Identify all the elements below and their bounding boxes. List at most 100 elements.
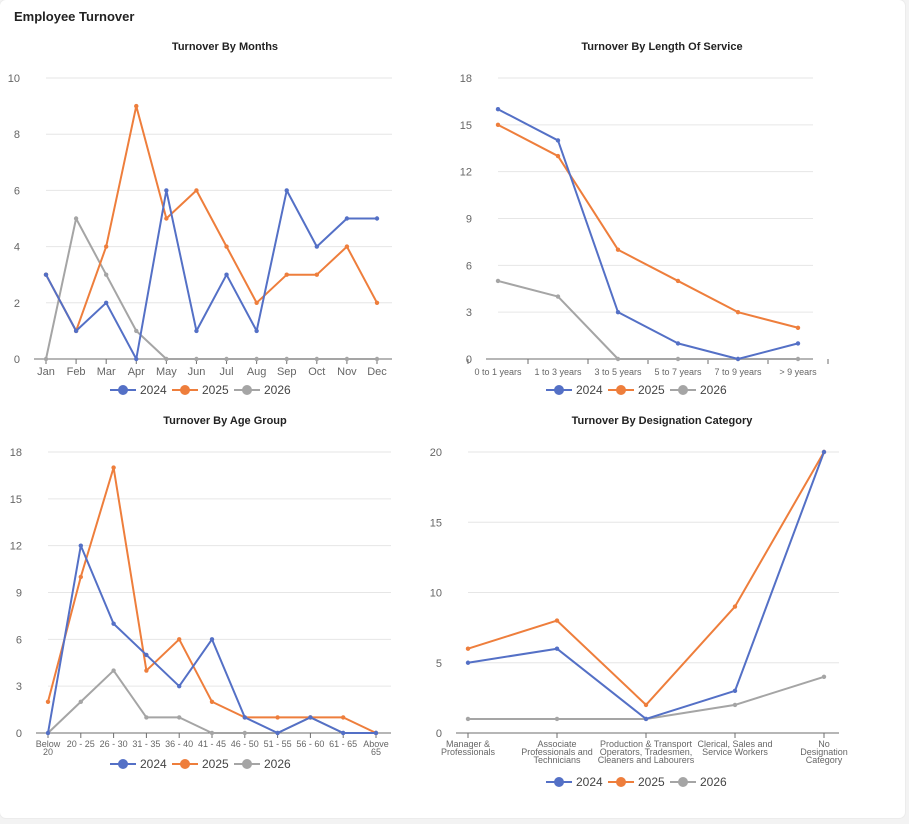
data-point-2026[interactable]: [209, 730, 215, 736]
data-point-2026[interactable]: [554, 716, 560, 722]
data-point-2025[interactable]: [554, 618, 560, 623]
data-point-2024[interactable]: [177, 683, 182, 689]
data-point-2026[interactable]: [284, 356, 289, 362]
data-point-2026[interactable]: [224, 356, 229, 362]
data-point-2025[interactable]: [78, 574, 84, 580]
data-point-2024[interactable]: [242, 715, 247, 720]
data-point-2024[interactable]: [675, 341, 681, 346]
data-point-2026[interactable]: [111, 668, 116, 673]
data-point-2025[interactable]: [465, 646, 471, 651]
data-point-2025[interactable]: [314, 272, 320, 277]
data-point-2026[interactable]: [43, 356, 49, 362]
data-point-2024[interactable]: [735, 356, 741, 362]
data-point-2025[interactable]: [341, 715, 346, 720]
data-point-2024[interactable]: [615, 309, 621, 315]
data-point-2025[interactable]: [555, 153, 561, 159]
data-point-2024[interactable]: [45, 730, 51, 736]
data-point-2026[interactable]: [103, 272, 109, 277]
data-point-2024[interactable]: [275, 730, 280, 736]
data-point-2025[interactable]: [615, 247, 621, 252]
data-point-2026[interactable]: [242, 730, 247, 736]
legend-item-2024[interactable]: 2024: [546, 383, 603, 397]
data-point-2026[interactable]: [134, 328, 139, 334]
data-point-2025[interactable]: [224, 244, 229, 249]
data-point-2025[interactable]: [111, 465, 116, 470]
legend-item-2026[interactable]: 2026: [234, 383, 291, 397]
data-point-2024[interactable]: [344, 216, 350, 221]
data-point-2026[interactable]: [732, 702, 738, 708]
legend-item-2025[interactable]: 2025: [172, 757, 229, 771]
data-point-2025[interactable]: [275, 715, 280, 720]
data-point-2024[interactable]: [643, 716, 649, 722]
data-point-2025[interactable]: [732, 604, 738, 609]
data-point-2025[interactable]: [177, 637, 182, 642]
data-point-2025[interactable]: [45, 699, 51, 704]
data-point-2026[interactable]: [194, 356, 199, 362]
data-point-2026[interactable]: [164, 356, 169, 362]
data-point-2024[interactable]: [254, 328, 259, 334]
data-point-2024[interactable]: [795, 341, 801, 346]
data-point-2024[interactable]: [821, 449, 827, 455]
data-point-2024[interactable]: [284, 188, 289, 193]
data-point-2025[interactable]: [164, 216, 169, 221]
data-point-2026[interactable]: [821, 674, 827, 679]
data-point-2024[interactable]: [164, 188, 169, 193]
data-point-2024[interactable]: [555, 138, 561, 143]
data-point-2026[interactable]: [615, 356, 621, 362]
data-point-2026[interactable]: [73, 216, 79, 221]
data-point-2025[interactable]: [194, 188, 199, 193]
data-point-2024[interactable]: [465, 660, 471, 665]
legend-item-2026[interactable]: 2026: [670, 383, 727, 397]
legend-item-2025[interactable]: 2025: [608, 775, 665, 789]
data-point-2024[interactable]: [314, 244, 320, 249]
data-point-2024[interactable]: [111, 621, 116, 626]
data-point-2024[interactable]: [209, 637, 215, 642]
legend-item-2025[interactable]: 2025: [608, 383, 665, 397]
data-point-2026[interactable]: [795, 356, 801, 362]
data-point-2025[interactable]: [344, 244, 350, 249]
data-point-2025[interactable]: [495, 122, 501, 128]
data-point-2026[interactable]: [374, 356, 380, 362]
data-point-2026[interactable]: [254, 356, 259, 362]
legend-item-2026[interactable]: 2026: [234, 757, 291, 771]
data-point-2025[interactable]: [134, 103, 139, 109]
data-point-2025[interactable]: [643, 702, 649, 708]
data-point-2024[interactable]: [103, 300, 109, 305]
data-point-2025[interactable]: [795, 325, 801, 330]
data-point-2024[interactable]: [308, 715, 313, 720]
data-point-2024[interactable]: [73, 328, 79, 334]
data-point-2025[interactable]: [103, 244, 109, 249]
data-point-2024[interactable]: [224, 272, 229, 277]
data-point-2024[interactable]: [194, 328, 199, 334]
data-point-2025[interactable]: [374, 300, 380, 305]
data-point-2024[interactable]: [134, 356, 139, 362]
legend-item-2026[interactable]: 2026: [670, 775, 727, 789]
data-point-2026[interactable]: [314, 356, 320, 362]
data-point-2026[interactable]: [465, 716, 471, 722]
legend-item-2024[interactable]: 2024: [546, 775, 603, 789]
data-point-2024[interactable]: [554, 646, 560, 651]
data-point-2024[interactable]: [495, 107, 501, 112]
data-point-2024[interactable]: [341, 730, 346, 736]
data-point-2024[interactable]: [732, 688, 738, 694]
data-point-2025[interactable]: [144, 668, 149, 673]
legend-item-2024[interactable]: 2024: [110, 383, 167, 397]
data-point-2026[interactable]: [495, 278, 501, 284]
data-point-2025[interactable]: [675, 278, 681, 284]
data-point-2025[interactable]: [735, 309, 741, 315]
data-point-2025[interactable]: [284, 272, 289, 277]
data-point-2024[interactable]: [78, 543, 84, 548]
data-point-2024[interactable]: [43, 272, 49, 277]
data-point-2026[interactable]: [555, 294, 561, 299]
data-point-2026[interactable]: [675, 356, 681, 362]
data-point-2026[interactable]: [78, 699, 84, 704]
data-point-2025[interactable]: [254, 300, 259, 305]
data-point-2024[interactable]: [374, 216, 380, 221]
data-point-2026[interactable]: [144, 715, 149, 720]
data-point-2025[interactable]: [209, 699, 215, 704]
data-point-2024[interactable]: [144, 652, 149, 658]
legend-item-2024[interactable]: 2024: [110, 757, 167, 771]
legend-item-2025[interactable]: 2025: [172, 383, 229, 397]
data-point-2026[interactable]: [177, 715, 182, 720]
data-point-2026[interactable]: [344, 356, 350, 362]
